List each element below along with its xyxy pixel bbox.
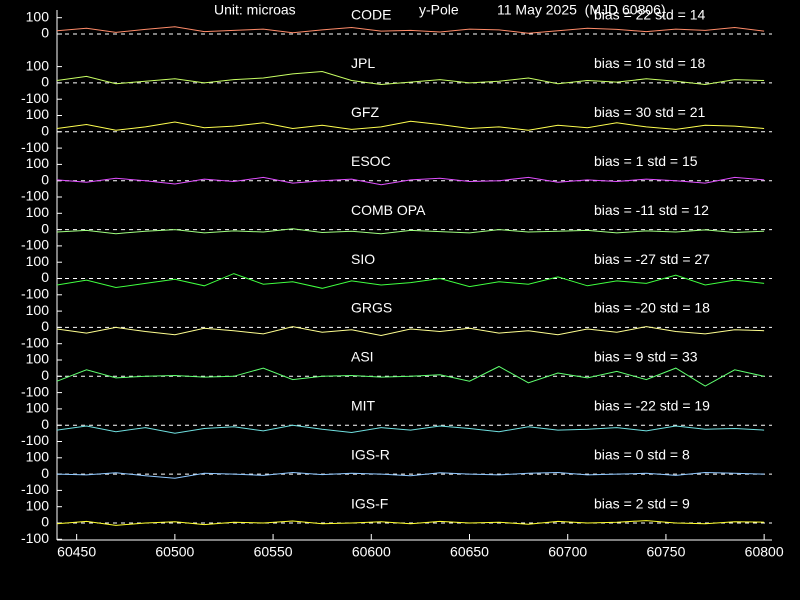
y-tick-label: 0 [41,74,49,90]
y-tick-label: 0 [41,465,49,481]
series-line [56,471,765,479]
series-line [56,424,765,434]
series-label: COMB OPA [351,202,426,218]
series-stats: bias = 9 std = 33 [594,349,698,365]
y-tick-label: 0 [41,123,49,139]
series-line [56,326,765,337]
y-tick-label: -100 [21,334,49,350]
y-tick-label: 0 [41,514,49,530]
series-label: ESOC [351,153,391,169]
series-stats: bias = 30 std = 21 [594,104,706,120]
series-label: IGS-F [351,495,388,511]
series-line [56,26,765,34]
y-tick-label: 100 [26,400,50,416]
y-tick-label: -100 [21,188,49,204]
x-tick-label: 60800 [745,544,784,560]
series-label: IGS-R [351,446,390,462]
series-line [56,176,765,186]
y-tick-label: -100 [21,383,49,399]
y-tick-label: 0 [41,416,49,432]
y-tick-label: -100 [21,432,49,448]
x-tick-label: 60600 [352,544,391,560]
x-tick-label: 60700 [548,544,587,560]
y-tick-label: -100 [21,286,49,302]
series-stats: bias = -11 std = 12 [594,202,709,218]
x-tick-label: 60450 [57,544,96,560]
y-tick-label: 0 [41,220,49,236]
series-line [56,365,765,387]
series-line [56,520,765,526]
y-tick-label: 100 [26,204,50,220]
series-line [56,70,765,86]
series-label: CODE [351,6,391,22]
y-tick-label: 100 [26,302,50,318]
series-line [56,228,765,235]
series-stats: bias = -27 std = 27 [594,251,710,267]
series-stats: bias = -20 std = 18 [594,300,710,316]
unit-label: Unit: microas [214,2,296,18]
series-label: GRGS [351,300,392,316]
y-tick-label: 100 [26,449,50,465]
date-label: 11 May 2025 (MJD 60806) [497,2,666,18]
series-stats: bias = 1 std = 15 [594,153,698,169]
y-tick-label: 100 [26,106,50,122]
series-stats: bias = 0 std = 8 [594,446,690,462]
series-stats: bias = 22 std = 14 [594,6,706,22]
y-tick-label: -100 [21,481,49,497]
series-line [56,273,765,289]
y-tick-label: 100 [26,497,50,513]
y-tick-label: 100 [26,8,50,24]
series-label: SIO [351,251,375,267]
y-tick-label: 0 [41,171,49,187]
component-label: y-Pole [419,2,459,18]
x-tick-label: 60550 [254,544,293,560]
x-tick-label: 60750 [646,544,685,560]
y-tick-label: 100 [26,351,50,367]
series-label: JPL [351,55,375,71]
series-stats: bias = -22 std = 19 [594,397,710,413]
y-tick-label: 0 [41,25,49,41]
series-stats: bias = 2 std = 9 [594,495,690,511]
y-tick-label: -100 [21,90,49,106]
series-stats: bias = 10 std = 18 [594,55,706,71]
y-tick-label: 0 [41,367,49,383]
y-tick-label: 100 [26,57,50,73]
series-line [56,120,765,131]
x-tick-label: 60650 [450,544,489,560]
y-tick-label: 100 [26,155,50,171]
x-tick-label: 60500 [155,544,194,560]
series-label: GFZ [351,104,379,120]
y-tick-label: -100 [21,530,49,546]
y-tick-label: -100 [21,237,49,253]
series-label: MIT [351,397,376,413]
y-tick-label: 100 [26,253,50,269]
series-label: ASI [351,349,374,365]
y-tick-label: -100 [21,139,49,155]
y-tick-label: 0 [41,318,49,334]
y-tick-label: 0 [41,269,49,285]
